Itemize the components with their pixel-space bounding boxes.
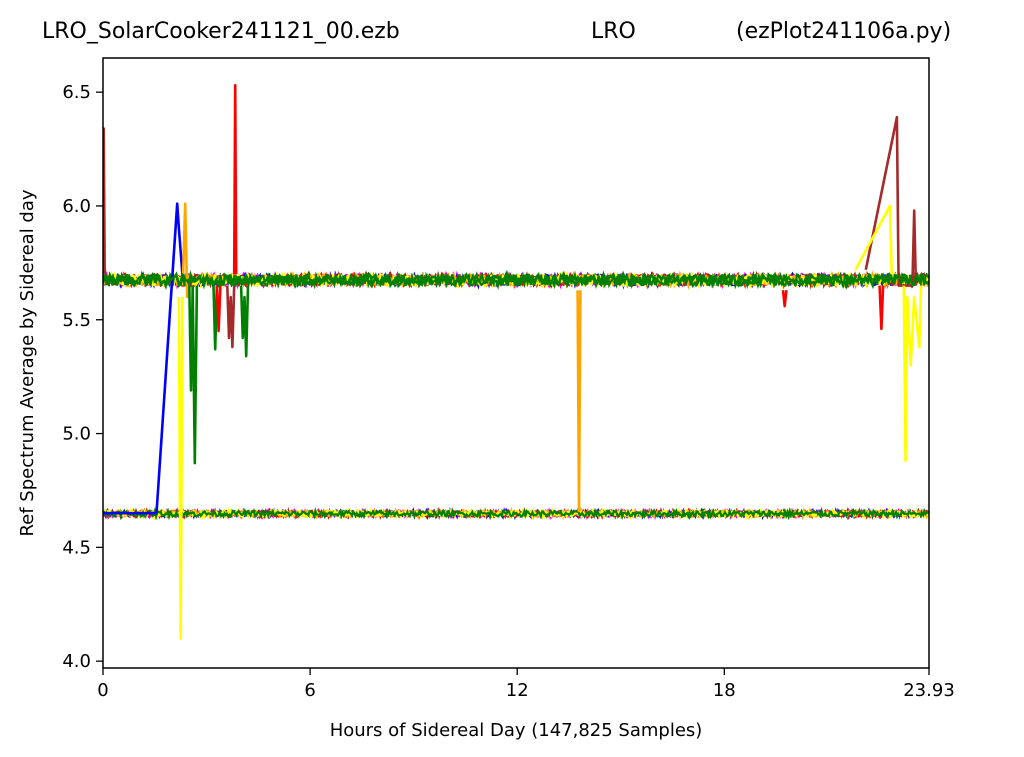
spike-trace (781, 290, 788, 308)
spike-trace (239, 285, 250, 358)
plot-frame (102, 57, 930, 669)
y-axis-ticks: 4.0 4.5 5.0 5.5 6.0 6.5 (62, 82, 103, 672)
spike-trace (188, 285, 194, 392)
spike-trace (191, 285, 199, 465)
x-tick-label: 23.93 (903, 680, 955, 701)
spike-trace (226, 285, 236, 349)
spike-trace (232, 84, 238, 275)
spike-trace (212, 285, 219, 351)
y-tick-label: 5.5 (62, 310, 91, 331)
spike-trace (576, 290, 582, 513)
y-axis-label: Ref Spectrum Average by Sidereal day (17, 189, 38, 536)
x-tick-label: 12 (506, 680, 529, 701)
spike-trace (864, 115, 918, 287)
spike-trace (103, 202, 184, 515)
x-axis-ticks: 0 6 12 18 23.93 (97, 668, 955, 701)
lower-band-series (103, 506, 929, 521)
plot-area (103, 84, 929, 640)
header-center-title: LRO (591, 19, 636, 44)
x-tick-label: 6 (304, 680, 315, 701)
header-right-title: (ezPlot241106a.py) (736, 19, 951, 44)
y-tick-label: 4.0 (62, 651, 91, 672)
spike-trace (177, 296, 184, 640)
y-tick-label: 6.0 (62, 196, 91, 217)
spike-trace (854, 204, 893, 275)
y-tick-label: 4.5 (62, 537, 91, 558)
x-axis-label: Hours of Sidereal Day (147,825 Samples) (330, 720, 703, 741)
x-tick-label: 0 (97, 680, 108, 701)
spike-trace (878, 285, 885, 331)
upper-band-green-overlay (103, 269, 929, 290)
spike-trace (902, 285, 923, 463)
spike-trace (215, 285, 222, 333)
header-left-title: LRO_SolarCooker241121_00.ezb (42, 19, 400, 44)
y-tick-label: 6.5 (62, 82, 91, 103)
y-tick-label: 5.0 (62, 424, 91, 445)
x-tick-label: 18 (713, 680, 736, 701)
